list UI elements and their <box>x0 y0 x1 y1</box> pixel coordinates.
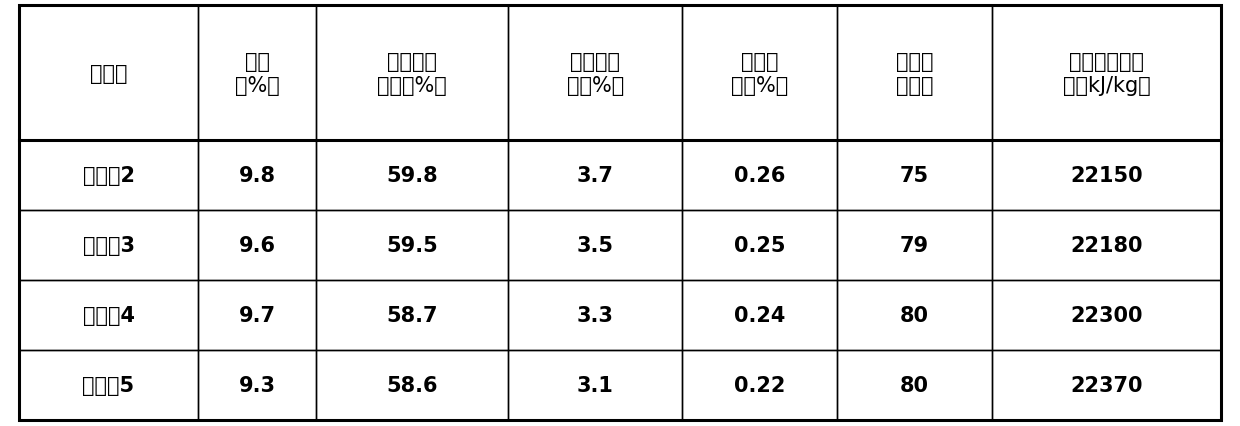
Bar <box>508 280 682 350</box>
Bar <box>316 350 508 420</box>
Text: 22370: 22370 <box>1070 375 1143 395</box>
Bar <box>19 6 198 141</box>
Text: 75: 75 <box>900 166 929 186</box>
Text: 3.7: 3.7 <box>577 166 614 186</box>
Bar <box>837 141 992 211</box>
Text: 59.5: 59.5 <box>387 236 438 256</box>
Bar <box>508 141 682 211</box>
Bar <box>837 211 992 280</box>
Text: 实施例4: 实施例4 <box>83 305 134 325</box>
Bar <box>837 280 992 350</box>
Bar <box>19 141 198 211</box>
Bar <box>682 141 837 211</box>
Bar <box>316 6 508 141</box>
Bar <box>992 350 1221 420</box>
Text: 59.8: 59.8 <box>387 166 438 186</box>
Bar <box>19 211 198 280</box>
Text: 22180: 22180 <box>1070 236 1143 256</box>
Bar <box>508 350 682 420</box>
Text: 0.24: 0.24 <box>734 305 785 325</box>
Text: 3.5: 3.5 <box>577 236 614 256</box>
Text: 实施例2: 实施例2 <box>83 166 134 186</box>
Text: 80: 80 <box>900 305 929 325</box>
Bar <box>316 280 508 350</box>
Text: 22300: 22300 <box>1070 305 1143 325</box>
Text: 实施例5: 实施例5 <box>82 375 135 395</box>
Text: 碱金属
量（%）: 碱金属 量（%） <box>730 52 789 95</box>
Bar <box>837 6 992 141</box>
Bar <box>682 6 837 141</box>
Bar <box>198 141 316 211</box>
Text: 实施例: 实施例 <box>89 64 128 84</box>
Bar <box>198 211 316 280</box>
Bar <box>198 350 316 420</box>
Text: 9.3: 9.3 <box>239 375 275 395</box>
Bar <box>316 211 508 280</box>
Text: 79: 79 <box>900 236 929 256</box>
Bar <box>198 6 316 141</box>
Bar <box>682 350 837 420</box>
Text: 9.6: 9.6 <box>239 236 275 256</box>
Bar <box>508 211 682 280</box>
Text: 3.1: 3.1 <box>577 375 614 395</box>
Bar <box>19 280 198 350</box>
Bar <box>992 6 1221 141</box>
Text: 干燥基灰
分（%）: 干燥基灰 分（%） <box>567 52 624 95</box>
Bar <box>198 280 316 350</box>
Text: 干燥基高位热
值（kJ/kg）: 干燥基高位热 值（kJ/kg） <box>1063 52 1151 95</box>
Bar <box>316 141 508 211</box>
Text: 58.6: 58.6 <box>387 375 438 395</box>
Bar <box>992 141 1221 211</box>
Text: 0.25: 0.25 <box>734 236 785 256</box>
Bar <box>992 211 1221 280</box>
Text: 22150: 22150 <box>1070 166 1143 186</box>
Text: 水分
（%）: 水分 （%） <box>234 52 280 95</box>
Bar <box>19 350 198 420</box>
Text: 9.8: 9.8 <box>239 166 275 186</box>
Bar <box>682 280 837 350</box>
Text: 0.26: 0.26 <box>734 166 785 186</box>
Bar <box>508 6 682 141</box>
Text: 58.7: 58.7 <box>387 305 438 325</box>
Text: 干燥基挥
发分（%）: 干燥基挥 发分（%） <box>377 52 448 95</box>
Text: 3.3: 3.3 <box>577 305 614 325</box>
Text: 9.7: 9.7 <box>239 305 275 325</box>
Bar <box>992 280 1221 350</box>
Text: 哈氏可
磨指数: 哈氏可 磨指数 <box>895 52 934 95</box>
Bar <box>837 350 992 420</box>
Bar <box>682 211 837 280</box>
Text: 0.22: 0.22 <box>734 375 785 395</box>
Text: 实施例3: 实施例3 <box>83 236 134 256</box>
Text: 80: 80 <box>900 375 929 395</box>
